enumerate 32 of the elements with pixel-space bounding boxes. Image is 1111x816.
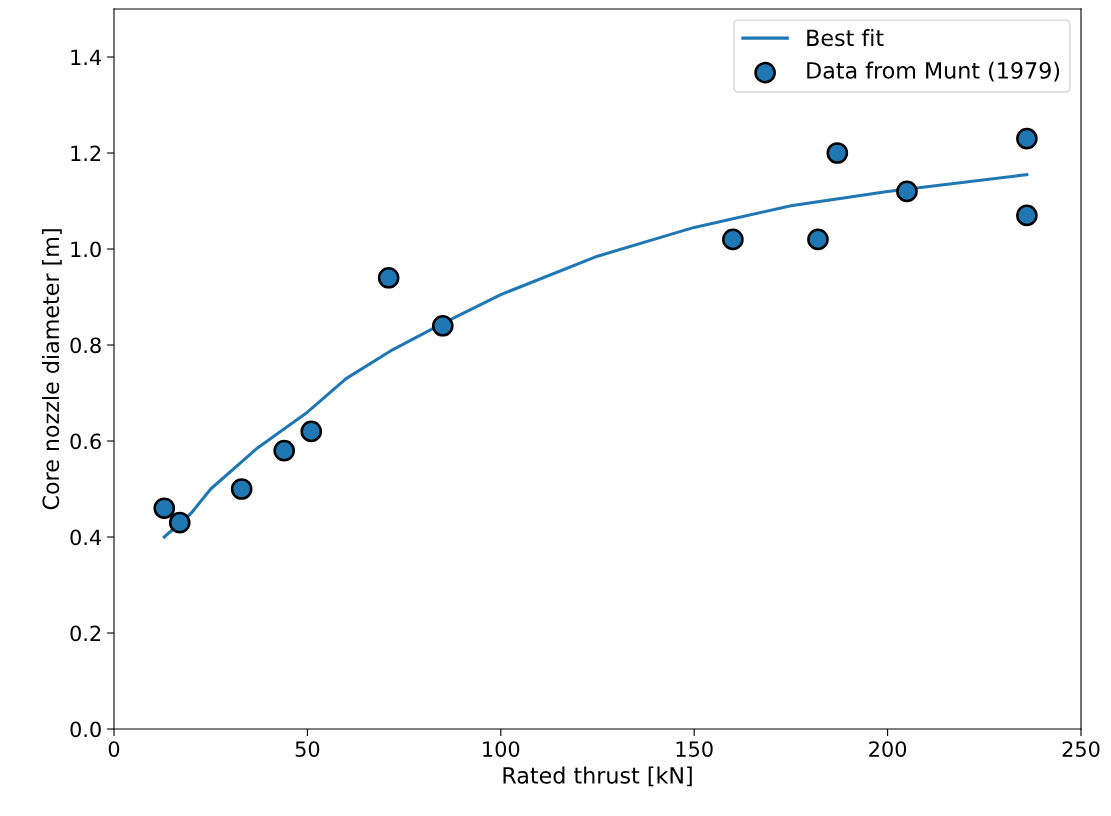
legend-label: Best fit — [807, 29, 884, 47]
x-tick-label: 200 — [869, 741, 907, 757]
y-tick-label: 1.0 — [71, 241, 101, 258]
x-tick-label: 250 — [1062, 741, 1100, 757]
point — [722, 228, 744, 251]
y-tick-label: 1.4 — [71, 49, 102, 65]
y-tick-label: 1.2 — [71, 145, 101, 161]
x-tick-label: 150 — [676, 741, 713, 757]
point — [1016, 204, 1038, 227]
point — [377, 266, 400, 289]
line-series — [162, 173, 1029, 539]
point — [896, 180, 918, 203]
y-tick-label: 0.0 — [70, 721, 101, 738]
x-axis-title: Rated thrust [kN] — [503, 766, 692, 787]
y-axis-title: Core nozzle diameter [m] — [42, 229, 62, 510]
point — [1016, 127, 1038, 150]
x-tick-label: 100 — [483, 741, 520, 757]
y-tick-label: 0.8 — [70, 337, 101, 354]
legend-label: Data from Munt (1979) — [807, 61, 1060, 82]
point — [300, 420, 323, 443]
point — [807, 228, 829, 251]
point — [826, 142, 849, 164]
point — [168, 511, 191, 534]
point — [431, 314, 454, 337]
y-tick-label: 0.6 — [70, 433, 101, 450]
point — [273, 439, 296, 462]
point — [153, 497, 176, 520]
x-tick-label: 50 — [295, 741, 320, 757]
point — [230, 478, 253, 500]
x-tick-label: 0 — [108, 741, 120, 757]
y-tick-label: 0.2 — [70, 625, 101, 642]
y-tick-label: 0.4 — [70, 529, 102, 546]
